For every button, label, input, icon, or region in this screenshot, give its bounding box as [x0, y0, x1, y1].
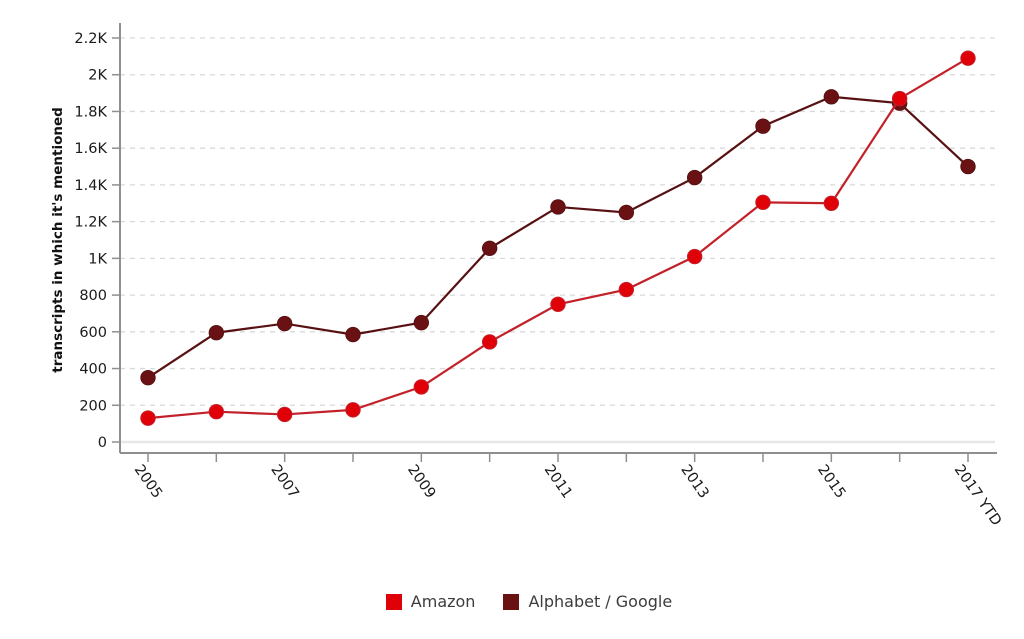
y-tick-label: 2K: [88, 68, 107, 84]
point-alphabet-google-2008[interactable]: [345, 326, 361, 343]
point-alphabet-google-2015[interactable]: [823, 89, 840, 105]
x-tick-label: 2007: [267, 462, 301, 501]
point-alphabet-google-2010[interactable]: [481, 240, 498, 256]
gridlines: [120, 37, 995, 444]
legend-label-alphabet-google: Alphabet / Google: [528, 592, 673, 611]
y-tick-label: 1K: [88, 251, 107, 267]
point-amazon-2006[interactable]: [208, 404, 225, 420]
series-amazon: [140, 50, 976, 426]
x-tick-label: 2005: [131, 462, 165, 501]
legend-item-amazon[interactable]: Amazon: [385, 592, 476, 611]
point-alphabet-google-2007[interactable]: [276, 315, 293, 332]
point-amazon-2013[interactable]: [686, 248, 703, 265]
line-chart: 0 200 400 600 800 1K 1.2K 1.4K 1.6K 1.8K 2K 2.2K 200…: [50, 23, 1004, 529]
y-tick-label: 400: [79, 362, 107, 378]
point-amazon-2017-ytd[interactable]: [960, 50, 976, 66]
x-tick-label: 2013: [677, 462, 711, 501]
point-amazon-2007[interactable]: [276, 406, 293, 423]
point-amazon-2011[interactable]: [550, 296, 566, 312]
point-alphabet-google-2009[interactable]: [413, 314, 430, 331]
y-tick-label: 1.4K: [74, 178, 107, 194]
y-tick-label: 1.2K: [74, 215, 107, 231]
y-tick-label: 800: [79, 288, 107, 304]
y-tick-label: 600: [79, 325, 107, 341]
y-tick-label: 1.8K: [74, 104, 107, 120]
point-amazon-2009[interactable]: [413, 379, 430, 395]
y-axis: 0 200 400 600 800 1K 1.2K 1.4K 1.6K 1.8K 2K 2.2K: [74, 23, 121, 453]
point-alphabet-google-2013[interactable]: [686, 169, 703, 186]
x-tick-label: 2017 YTD: [951, 462, 1004, 529]
legend-label-amazon: Amazon: [410, 592, 476, 611]
y-axis-title: transcripts in which it's mentioned: [50, 107, 66, 373]
point-amazon-2008[interactable]: [345, 402, 361, 418]
x-tick-label: 2009: [404, 462, 438, 501]
line-alphabet-google: [147, 95, 969, 379]
line-amazon: [147, 57, 969, 420]
point-alphabet-google-2017-ytd[interactable]: [960, 158, 976, 175]
x-tick-label: 2011: [541, 462, 575, 501]
y-tick-label: 0: [98, 435, 107, 451]
point-alphabet-google-2014[interactable]: [755, 118, 771, 134]
point-amazon-2014[interactable]: [755, 194, 771, 211]
point-alphabet-google-2011[interactable]: [550, 199, 566, 215]
point-amazon-2016[interactable]: [891, 90, 908, 107]
chart-legend: Amazon Alphabet / Google: [17, 594, 1024, 610]
point-amazon-2012[interactable]: [618, 281, 635, 298]
x-axis: 2005 2007 2009 2011 2013 2015 2017 YTD: [120, 452, 1004, 529]
series-alphabet-google: [140, 89, 976, 386]
point-alphabet-google-2012[interactable]: [618, 204, 635, 221]
y-tick-label: 1.6K: [74, 141, 107, 157]
y-tick-label: 2.2K: [74, 31, 107, 47]
amazon-swatch-icon: [385, 594, 402, 610]
legend-item-alphabet-google[interactable]: Alphabet / Google: [503, 594, 672, 610]
alphabet-google-swatch-icon: [503, 594, 520, 610]
point-amazon-2015[interactable]: [823, 195, 840, 211]
point-alphabet-google-2006[interactable]: [208, 325, 225, 341]
point-amazon-2005[interactable]: [140, 410, 156, 426]
y-tick-label: 200: [79, 398, 107, 414]
point-alphabet-google-2005[interactable]: [140, 370, 156, 386]
x-tick-label: 2015: [814, 462, 848, 501]
point-amazon-2010[interactable]: [481, 334, 498, 350]
